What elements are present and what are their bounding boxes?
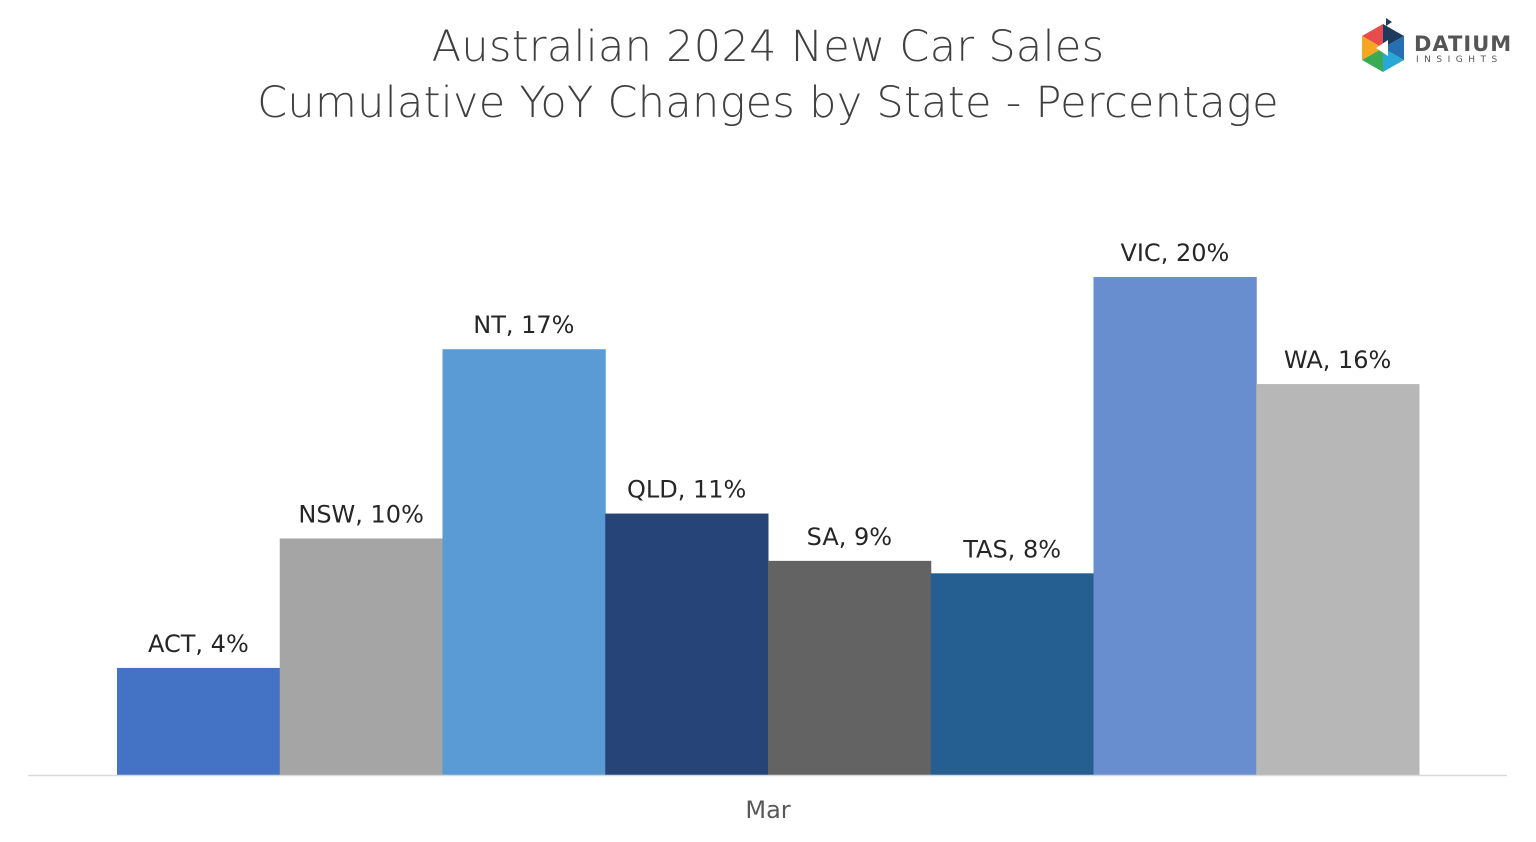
data-label-nt: NT, 17% — [473, 311, 574, 339]
data-label-act: ACT, 4% — [148, 630, 249, 658]
bar-qld — [605, 513, 769, 775]
bar-nt — [442, 349, 606, 775]
x-tick-label: Mar — [745, 796, 790, 824]
hexagon-logo-icon — [1362, 18, 1404, 72]
data-label-tas: TAS, 8% — [962, 535, 1061, 563]
bar-act — [117, 667, 281, 775]
data-label-qld: QLD, 11% — [627, 476, 746, 504]
data-label-vic: VIC, 20% — [1120, 239, 1229, 267]
datium-logo: DATIUM INSIGHTS — [1356, 18, 1516, 82]
bar-tas — [930, 573, 1094, 775]
data-label-sa: SA, 9% — [807, 523, 892, 551]
bar-sa — [768, 560, 932, 775]
chart-title-line2: Cumulative YoY Changes by State - Percen… — [257, 78, 1279, 128]
data-label-nsw: NSW, 10% — [298, 500, 424, 528]
bar-nsw — [279, 538, 443, 775]
bar-vic — [1093, 277, 1257, 775]
chart-title-line1: Australian 2024 New Car Sales — [431, 22, 1105, 72]
logo-name: DATIUM — [1414, 32, 1513, 56]
bar-wa — [1256, 384, 1420, 775]
logo-sub: INSIGHTS — [1416, 55, 1503, 65]
data-label-wa: WA, 16% — [1284, 346, 1391, 374]
